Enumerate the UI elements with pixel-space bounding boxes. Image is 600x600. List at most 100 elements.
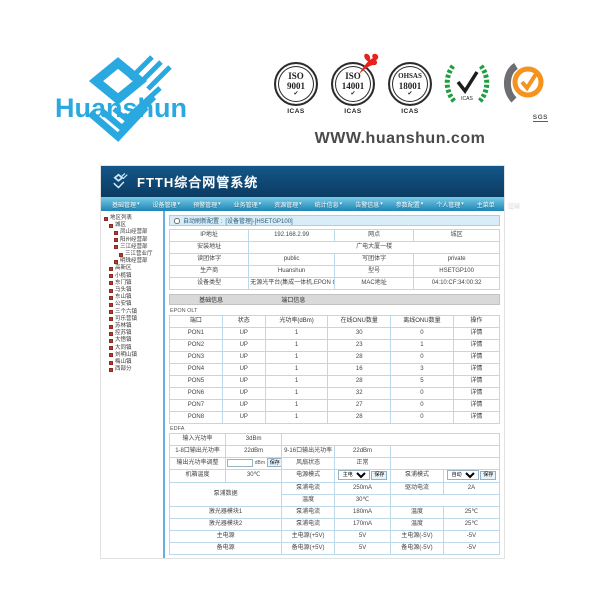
tree-node[interactable]: 凤山经营部 [103, 229, 161, 236]
tree-node[interactable]: 城区 [103, 222, 161, 229]
badge-ohsas18001: OHSAS 18001 ✔ ICAS [386, 62, 434, 122]
detail-link[interactable]: 详情 [470, 378, 483, 384]
detail-link[interactable]: 详情 [470, 330, 483, 336]
pon-cell: 28 [327, 351, 392, 364]
tree-node-label: 梅山镇 [115, 359, 132, 366]
field-label: 型号 [333, 265, 415, 278]
menu-item[interactable]: 注销 [503, 200, 525, 209]
detail-link[interactable]: 详情 [470, 402, 483, 408]
output-power-input[interactable] [227, 458, 254, 467]
menu-item[interactable]: 资源管理 ▾ [269, 200, 307, 209]
field-value: 5V [333, 541, 392, 555]
field-label: 备电源 [168, 541, 283, 555]
tree-node[interactable]: 小榄镇 [103, 273, 161, 280]
tree-node[interactable]: 高新区 [103, 265, 161, 272]
pon-table-head: 端口 状态 光功率(dBm) 在线ONU数量 离线ONU数量 操作 [169, 315, 501, 328]
pon-cell: PON8 [169, 411, 223, 424]
pump-mode-select[interactable]: 自动 [446, 470, 479, 481]
field-label: 主电源(+5V) [281, 529, 335, 543]
pon-cell: 1 [264, 327, 329, 340]
tree-node[interactable]: 苏林镇 [103, 323, 161, 330]
pon-cell: 0 [390, 327, 454, 340]
detail-link[interactable]: 详情 [470, 354, 483, 360]
check-icon: ✔ [350, 90, 356, 97]
pon-table-row: PON3 UP 1 28 0 详情 [169, 351, 501, 364]
tree-node[interactable]: 地区列表 [103, 215, 161, 222]
huanshun-logo-mark [87, 55, 172, 142]
wreath-caption-text: ICAS [461, 96, 473, 102]
field-label: 生产商 [168, 265, 250, 278]
field-label: 输出光功率调整 [168, 456, 227, 471]
tree-node[interactable]: 明珠经营部 [103, 258, 161, 265]
pon-cell: UP [221, 363, 266, 376]
detail-link[interactable]: 详情 [470, 342, 483, 348]
detail-link[interactable]: 详情 [470, 390, 483, 396]
menu-item[interactable]: 设备管理 ▾ [148, 200, 186, 209]
field-label: 机箱温度 [168, 469, 227, 483]
auto-refresh-checkbox[interactable] [174, 217, 180, 224]
pon-action-cell: 详情 [452, 387, 501, 400]
field-value: HSETGP100 [413, 265, 500, 278]
pon-cell: 16 [327, 363, 392, 376]
tree-node[interactable]: 大悟镇 [103, 337, 161, 344]
pon-table-row: PON8 UP 1 28 0 详情 [169, 411, 501, 424]
tree-node-icon [114, 238, 118, 243]
pon-table-row: PON2 UP 1 23 1 详情 [169, 339, 501, 352]
info-tabs: 基础信息 端口信息 [169, 294, 500, 305]
sgs-seal-icon [504, 63, 544, 103]
detail-link[interactable]: 详情 [470, 414, 483, 420]
edfa-section-label: EDFA [170, 426, 185, 432]
tree-node[interactable]: 刘明山镇 [103, 352, 161, 359]
tree-node[interactable]: 三江营业厅 [103, 251, 161, 258]
field-value: 3dBm [225, 433, 283, 446]
adjust-cell: dBm 保存 [225, 456, 283, 471]
tree-node[interactable]: 东门镇 [103, 280, 161, 287]
tab-basic-info[interactable]: 基础信息 [199, 298, 224, 304]
tree-node[interactable]: 马头镇 [103, 287, 161, 294]
tree-node[interactable]: 梅山镇 [103, 359, 161, 366]
tab-port-info[interactable]: 端口信息 [281, 298, 306, 304]
tree-node[interactable]: 三江经营部 [103, 244, 161, 251]
save-power-mode-button[interactable]: 保存 [371, 470, 388, 480]
field-value: 30℃ [333, 493, 392, 507]
tree-node[interactable]: 阳州经营部 [103, 237, 161, 244]
tree-node[interactable]: 东山镇 [103, 294, 161, 301]
menu-item[interactable]: 主菜单 [472, 200, 500, 209]
tree-node[interactable]: 公安镇 [103, 301, 161, 308]
menu-item[interactable]: 参数配置 ▾ [391, 200, 429, 209]
field-value: -5V [442, 541, 501, 555]
pon-table-row: PON7 UP 1 27 0 详情 [169, 399, 501, 412]
tree-node[interactable]: 三个六镇 [103, 309, 161, 316]
save-output-power-button[interactable]: 保存 [266, 458, 281, 467]
menu-item[interactable]: 个人管理 ▾ [431, 200, 469, 209]
tree-node-icon [109, 331, 113, 336]
tree-node[interactable]: 可乐营镇 [103, 316, 161, 323]
field-label: 电源模式 [281, 469, 335, 483]
tree-node[interactable]: 西部分 [103, 366, 161, 373]
app-header: FTTH综合网管系统 [101, 166, 504, 196]
pon-column-header: 光功率(dBm) [264, 315, 329, 328]
menu-item[interactable]: 告警信息 ▾ [350, 200, 388, 209]
field-label: 泵浦模式 [390, 469, 444, 483]
tree-node-icon [109, 324, 113, 329]
tree-node[interactable]: 控苏镇 [103, 330, 161, 337]
tree-node[interactable]: 大同镇 [103, 345, 161, 352]
website-url: WWW.huanshun.com [314, 130, 486, 147]
field-label: 激光器模块2 [168, 517, 283, 531]
menu-item[interactable]: 统计信息 ▾ [310, 200, 348, 209]
power-mode-select[interactable]: 主电源 [337, 470, 370, 481]
field-label: 主电源 [168, 529, 283, 543]
field-value: 30℃ [225, 469, 283, 483]
save-pump-mode-button[interactable]: 保存 [480, 470, 497, 480]
field-label: 读团体字 [168, 253, 250, 266]
pon-cell: 0 [390, 387, 454, 400]
detail-link[interactable]: 详情 [470, 366, 483, 372]
pon-cell: PON3 [169, 351, 223, 364]
menu-item[interactable]: 业务管理 ▾ [229, 200, 267, 209]
menu-item[interactable]: 基础管理 ▾ [107, 200, 145, 209]
empty-cell [390, 456, 500, 471]
field-label: 网点 [333, 229, 415, 242]
menu-item[interactable]: 预警管理 ▾ [188, 200, 226, 209]
menu-bar: 基础管理 ▾ 设备管理 ▾ 预警管理 ▾ 业务管理 ▾ 资源管理 ▾ 统计信息 ▾ 告警信息 ▾ 参数配置 ▾… [101, 196, 520, 211]
pon-cell: PON1 [169, 327, 223, 340]
